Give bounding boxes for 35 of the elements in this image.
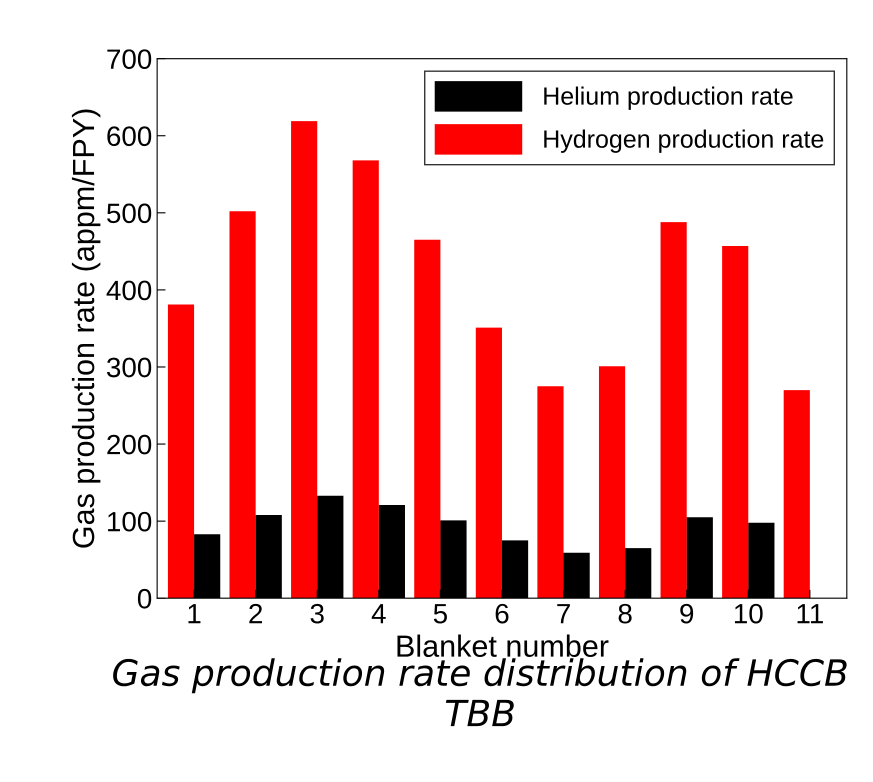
x-tick-label: 7 [557,604,570,624]
bar [291,121,318,598]
bar [168,304,194,598]
x-tick-label: 6 [496,604,508,624]
y-tick-label: 600 [107,126,152,146]
y-tick-label: 300 [106,358,152,378]
bar [352,160,379,598]
bar [660,222,687,598]
bar [537,386,564,598]
y-tick-label: 0 [138,588,152,609]
bar [598,366,626,598]
x-tick-label: 2 [249,604,262,624]
x-tick-label: 8 [618,604,632,624]
x-tick-label: 10 [734,604,763,624]
bar [784,390,810,598]
y-tick-label: 700 [107,49,152,69]
x-tick-label: 3 [310,604,324,624]
x-tick-label: 9 [680,604,694,624]
x-tick-label: 4 [372,604,386,624]
y-tick-label: 500 [107,203,152,224]
legend-label: Hydrogen production rate [544,130,824,153]
x-axis-title: Blanket number [397,634,608,657]
x-tick-label: 11 [798,604,823,624]
text: Gas production rate distribution of HCCB TBB [113,658,847,726]
y-tick-label: 200 [107,434,152,454]
y-axis-title: Gas production rate (appm/FPY) [72,110,100,548]
legend-label: Helium production rate [544,86,793,110]
bar [722,246,748,598]
x-tick-label: 1 [188,604,200,624]
x-tick-label: 5 [434,604,447,624]
bar [229,211,256,598]
bar [476,328,502,598]
bar [414,240,440,598]
y-tick-label: 400 [106,280,152,300]
y-tick-label: 100 [108,512,152,532]
